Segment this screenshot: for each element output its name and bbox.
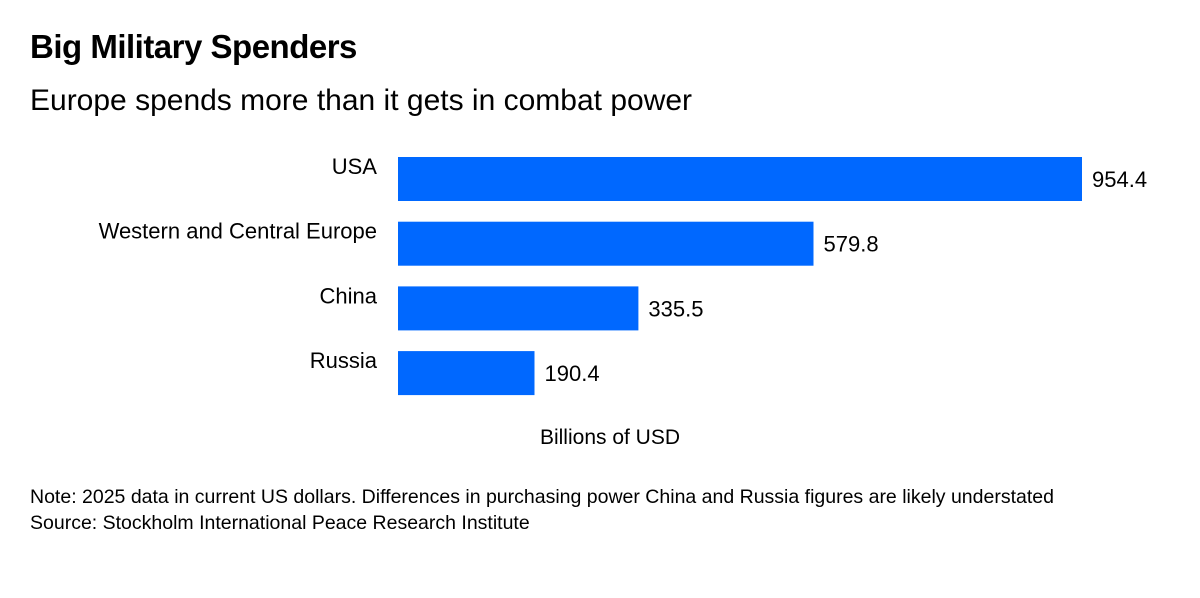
category-label-western-and-central-europe: Western and Central Europe	[99, 219, 377, 244]
bar-china	[398, 286, 639, 331]
chart-title: Big Military Spenders	[30, 28, 357, 65]
bar-chart: USA 954.4 Western and Central Europe 579.8 C…	[99, 154, 1147, 449]
x-axis-label: Billions of USD	[540, 426, 680, 449]
bar-western-and-central-europe	[398, 221, 814, 266]
note-text: Note: 2025 data in current US dollars. D…	[30, 486, 1054, 508]
chart-subtitle: Europe spends more than it gets in comba…	[30, 84, 693, 117]
footnote: Note: 2025 data in current US dollars. D…	[30, 484, 1170, 536]
bars-layer: USA 954.4 Western and Central Europe 579.8 C…	[99, 154, 1147, 396]
source-text: Source: Stockholm International Peace Re…	[30, 512, 530, 534]
category-label-russia: Russia	[310, 348, 378, 373]
bar-russia	[398, 351, 535, 396]
category-label-usa: USA	[332, 154, 378, 179]
value-label-russia: 190.4	[545, 361, 600, 386]
value-label-usa: 954.4	[1092, 167, 1147, 192]
value-label-western-and-central-europe: 579.8	[824, 232, 879, 257]
category-label-china: China	[320, 283, 378, 308]
value-label-china: 335.5	[648, 296, 703, 321]
bar-usa	[398, 157, 1082, 201]
